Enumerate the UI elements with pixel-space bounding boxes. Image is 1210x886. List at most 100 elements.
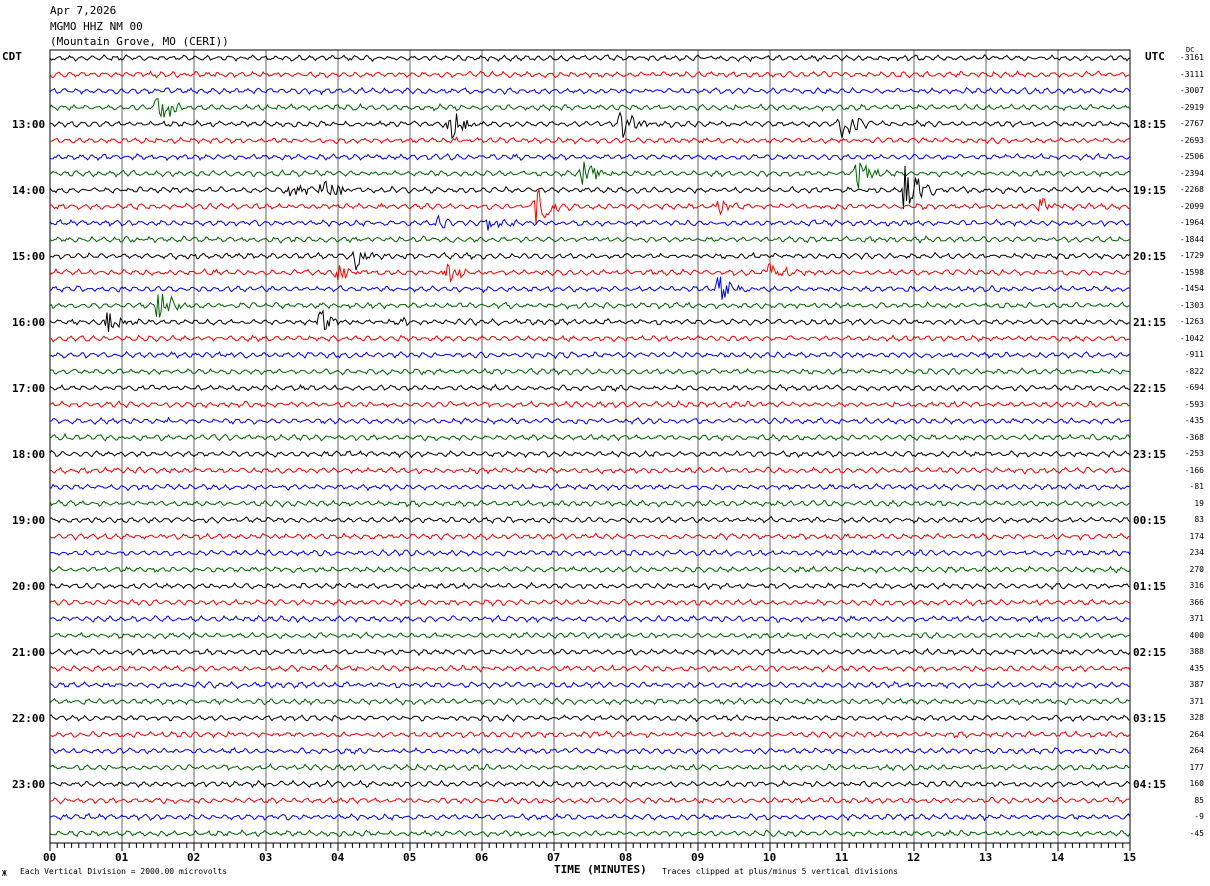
left-timezone: CDT	[2, 50, 22, 63]
right-hour-label: 20:15	[1133, 250, 1167, 263]
trace-1	[49, 70, 1131, 79]
trace-29	[49, 532, 1131, 541]
dc-offset-label: -9	[1194, 812, 1204, 821]
trace-25	[49, 466, 1131, 475]
dc-offset-label: -822	[1184, 366, 1204, 376]
dc-offset-label: -1454	[1179, 284, 1204, 293]
dc-offset-label: 400	[1189, 630, 1204, 640]
dc-offset-label: -2506	[1179, 152, 1204, 161]
corner-mark: Ж	[2, 869, 7, 878]
trace-16	[49, 309, 1131, 332]
trace-44	[50, 779, 1131, 789]
left-hour-label: 21:00	[12, 646, 46, 659]
date-label: Apr 7,2026	[50, 4, 117, 17]
dc-offset-label: 366	[1189, 597, 1204, 607]
x-tick-label: 09	[691, 851, 705, 864]
right-hour-label: 04:15	[1133, 778, 1167, 791]
trace-4	[50, 111, 1131, 140]
right-hour-label: 21:15	[1133, 316, 1167, 329]
dc-offset-label: 264	[1189, 746, 1204, 755]
trace-47	[49, 829, 1131, 838]
dc-offset-label: 371	[1189, 696, 1204, 706]
x-tick-label: 11	[835, 851, 849, 864]
trace-18	[49, 350, 1131, 360]
trace-8	[49, 165, 1131, 209]
dc-offset-label: -2099	[1179, 201, 1204, 211]
trace-42	[49, 746, 1131, 755]
trace-11	[49, 235, 1131, 244]
trace-12	[49, 250, 1131, 271]
dc-offset-label: 435	[1189, 663, 1204, 673]
left-hour-label: 16:00	[12, 316, 46, 329]
trace-10	[49, 214, 1131, 231]
dc-offset-label: -1598	[1179, 267, 1204, 277]
trace-0	[49, 54, 1131, 63]
trace-17	[49, 334, 1131, 343]
x-tick-label: 01	[115, 851, 129, 864]
dc-offset-label: -3111	[1179, 69, 1204, 79]
x-tick-label: 04	[331, 851, 345, 864]
trace-7	[49, 161, 1131, 189]
x-tick-label: 08	[619, 851, 633, 864]
right-timezone: UTC	[1145, 50, 1165, 63]
x-tick-label: 13	[979, 851, 993, 864]
trace-32	[49, 581, 1131, 591]
dc-offset-label: -593	[1184, 399, 1204, 409]
trace-27	[49, 499, 1131, 508]
left-hour-label: 18:00	[12, 448, 46, 461]
dc-offset-label: 160	[1189, 779, 1204, 788]
dc-offset-label: 83	[1194, 515, 1204, 524]
trace-41	[49, 730, 1131, 739]
dc-offset-label: -1844	[1179, 234, 1204, 244]
trace-13	[49, 262, 1131, 283]
trace-24	[49, 449, 1131, 459]
dc-offset-label: -1042	[1179, 333, 1204, 343]
station-label: MGMO HHZ NM 00	[50, 20, 143, 33]
trace-43	[49, 763, 1131, 772]
dc-offset-label: 177	[1189, 762, 1204, 772]
dc-offset-label: -2693	[1179, 135, 1204, 145]
left-hour-label: 23:00	[12, 778, 46, 791]
dc-offset-label: -1263	[1179, 317, 1204, 326]
dc-offset-label: 328	[1189, 713, 1204, 722]
trace-14	[49, 276, 1131, 300]
trace-26	[49, 482, 1131, 492]
trace-35	[49, 631, 1131, 640]
dc-offset-label: -368	[1184, 432, 1204, 442]
dc-offset-label: 388	[1189, 647, 1204, 656]
left-hour-label: 14:00	[12, 184, 46, 197]
x-tick-label: 12	[907, 851, 921, 864]
trace-39	[49, 697, 1131, 706]
trace-20	[49, 383, 1131, 393]
dc-offset-label: 316	[1189, 581, 1204, 590]
dc-label: DC	[1186, 46, 1195, 54]
x-tick-label: 02	[187, 851, 201, 864]
dc-offset-label: -694	[1184, 383, 1204, 392]
x-tick-label: 15	[1123, 851, 1137, 864]
trace-9	[49, 187, 1131, 225]
trace-22	[49, 416, 1131, 425]
x-tick-label: 07	[547, 851, 561, 864]
dc-offset-label: -2919	[1179, 102, 1204, 112]
trace-15	[49, 293, 1131, 318]
trace-34	[49, 614, 1131, 624]
left-hour-label: 20:00	[12, 580, 46, 593]
right-hour-label: 18:15	[1133, 118, 1167, 131]
x-tick-label: 00	[43, 851, 57, 864]
dc-offset-label: 85	[1194, 795, 1204, 805]
dc-offset-label: 174	[1189, 531, 1204, 541]
dc-offset-label: -2268	[1179, 185, 1204, 194]
clip-note: Traces clipped at plus/minus 5 vertical …	[662, 867, 899, 876]
right-hour-label: 02:15	[1133, 646, 1167, 659]
dc-offset-label: -1964	[1179, 218, 1204, 227]
dc-offset-label: 264	[1189, 729, 1204, 739]
dc-offset-label: -1729	[1179, 251, 1204, 260]
left-hour-label: 13:00	[12, 118, 46, 131]
right-hour-label: 01:15	[1133, 580, 1167, 593]
trace-33	[49, 598, 1131, 607]
dc-offset-label: 387	[1189, 680, 1204, 689]
trace-36	[49, 647, 1131, 657]
dc-offset-label: -81	[1189, 482, 1204, 491]
x-tick-label: 03	[259, 851, 273, 864]
